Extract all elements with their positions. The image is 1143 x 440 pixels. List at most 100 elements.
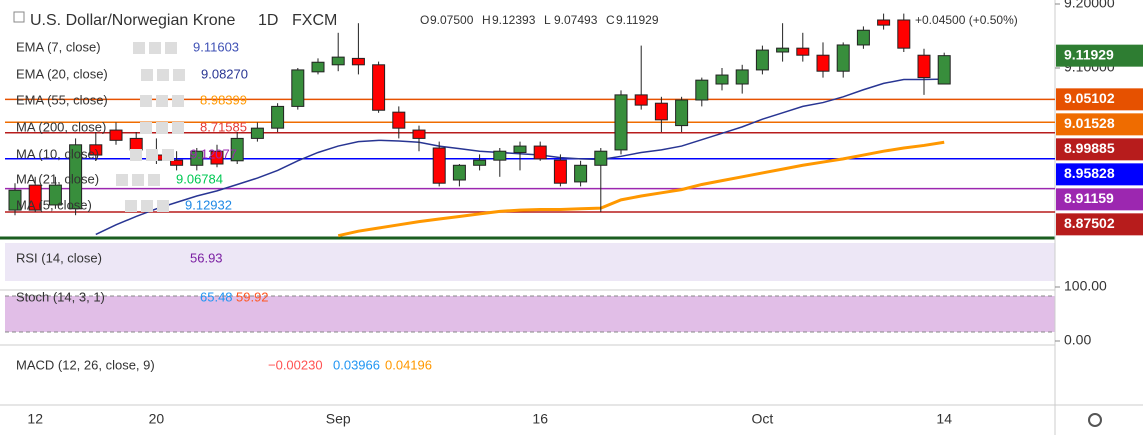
candle-body <box>755 49 769 71</box>
indicator-icon[interactable] <box>140 122 152 134</box>
rsi-name: RSI (14, close) <box>16 250 102 265</box>
indicator-icon[interactable] <box>130 149 142 161</box>
x-tick-label: Oct <box>752 411 774 427</box>
candle-body <box>654 102 668 121</box>
candle-body <box>735 69 749 85</box>
candle-body <box>129 137 143 151</box>
ohlc-key: C <box>606 13 615 27</box>
candle-body <box>432 147 446 184</box>
ohlc-key: H <box>482 13 491 27</box>
y-tick-label: 0.00 <box>1064 332 1091 348</box>
price-label-box <box>1056 163 1143 186</box>
indicator-icon[interactable] <box>162 149 174 161</box>
indicator-icon[interactable] <box>116 174 128 186</box>
title: U.S. Dollar/Norwegian Krone <box>30 12 236 29</box>
candle-body <box>917 54 931 79</box>
indicator-icon[interactable] <box>132 174 144 186</box>
indicator-name: MA (10, close) <box>16 146 99 161</box>
candle-body <box>695 79 709 101</box>
indicator-icon[interactable] <box>146 149 158 161</box>
indicator-value: 9.06784 <box>176 171 223 186</box>
indicator-value: 9.12077 <box>190 146 237 161</box>
indicator-icon[interactable] <box>172 95 184 107</box>
candle-body <box>614 94 628 151</box>
candle-body <box>776 47 790 53</box>
indicator-name: EMA (20, close) <box>16 66 108 81</box>
candle-body <box>473 159 487 166</box>
indicator-value: 8.71585 <box>200 119 247 134</box>
candle-body <box>856 29 870 46</box>
indicator-icon[interactable] <box>125 200 137 212</box>
indicator-icon[interactable] <box>133 42 145 54</box>
rsi-band <box>5 243 1055 281</box>
indicator-icon[interactable] <box>173 69 185 81</box>
candle-body <box>836 44 850 72</box>
candle-body <box>250 127 264 139</box>
indicator-line <box>337 140 945 238</box>
price-label-box <box>1056 188 1143 211</box>
indicator-name: EMA (55, close) <box>16 92 108 107</box>
candle-body <box>311 61 325 73</box>
collapse-icon[interactable] <box>13 11 25 23</box>
indicator-icon[interactable] <box>156 95 168 107</box>
candle-body <box>271 105 285 129</box>
price-label-box <box>1056 44 1143 67</box>
price-label: 9.11929 <box>1064 46 1114 62</box>
candle-body <box>392 111 406 129</box>
price-label: 8.95828 <box>1064 165 1115 181</box>
candle-body <box>634 94 648 106</box>
y-tick-label: 100.00 <box>1064 278 1107 294</box>
candle-body <box>493 150 507 161</box>
ohlc-value: 9.12393 <box>492 13 536 27</box>
ohlc-key: L <box>544 13 551 27</box>
candle-body <box>8 189 22 211</box>
indicator-icon[interactable] <box>172 122 184 134</box>
indicator-icon[interactable] <box>149 42 161 54</box>
indicator-value: 9.08270 <box>201 66 248 81</box>
candle-body <box>69 144 83 210</box>
price-label-box <box>1056 113 1143 136</box>
candle-body <box>594 150 608 166</box>
candle-body <box>190 150 204 166</box>
indicator-icon[interactable] <box>157 69 169 81</box>
candle-body <box>291 69 305 107</box>
stoch-name: Stoch (14, 3, 1) <box>16 289 105 304</box>
indicator-icon[interactable] <box>157 200 169 212</box>
x-tick-label: 20 <box>149 411 165 427</box>
price-label: 9.01528 <box>1064 115 1115 131</box>
candle-body <box>351 57 365 66</box>
stoch-band <box>5 296 1055 332</box>
candle-body <box>452 164 466 181</box>
candle-body <box>170 159 184 166</box>
macd-name: MACD (12, 26, close, 9) <box>16 357 155 372</box>
indicator-icon[interactable] <box>140 95 152 107</box>
candle-body <box>937 55 951 85</box>
price-label: 8.91159 <box>1064 190 1114 206</box>
candle-body <box>28 184 42 211</box>
settings-icon[interactable] <box>1088 413 1102 427</box>
indicator-name: MA (21, close) <box>16 171 99 186</box>
candle-body <box>513 145 527 153</box>
indicator-icon[interactable] <box>148 174 160 186</box>
indicator-value: 9.11603 <box>193 39 239 54</box>
candle-body <box>675 99 689 127</box>
price-label-box <box>1056 213 1143 236</box>
indicator-icon[interactable] <box>141 200 153 212</box>
x-tick-label: Sep <box>326 411 351 427</box>
candle-body <box>230 137 244 162</box>
candle-body <box>553 159 567 184</box>
candle-body <box>89 144 103 156</box>
indicator-value: 8.98399 <box>200 92 247 107</box>
candle-body <box>796 47 810 56</box>
indicator-icon[interactable] <box>156 122 168 134</box>
macd-value: 0.04196 <box>385 357 432 372</box>
ohlc-value: 9.07500 <box>430 13 474 27</box>
y-tick-label: 9.20000 <box>1064 0 1115 11</box>
indicator-icon[interactable] <box>165 42 177 54</box>
macd-value: −0.00230 <box>268 357 323 372</box>
candle-body <box>533 145 547 160</box>
indicator-icon[interactable] <box>141 69 153 81</box>
price-label: 9.05102 <box>1064 90 1115 106</box>
